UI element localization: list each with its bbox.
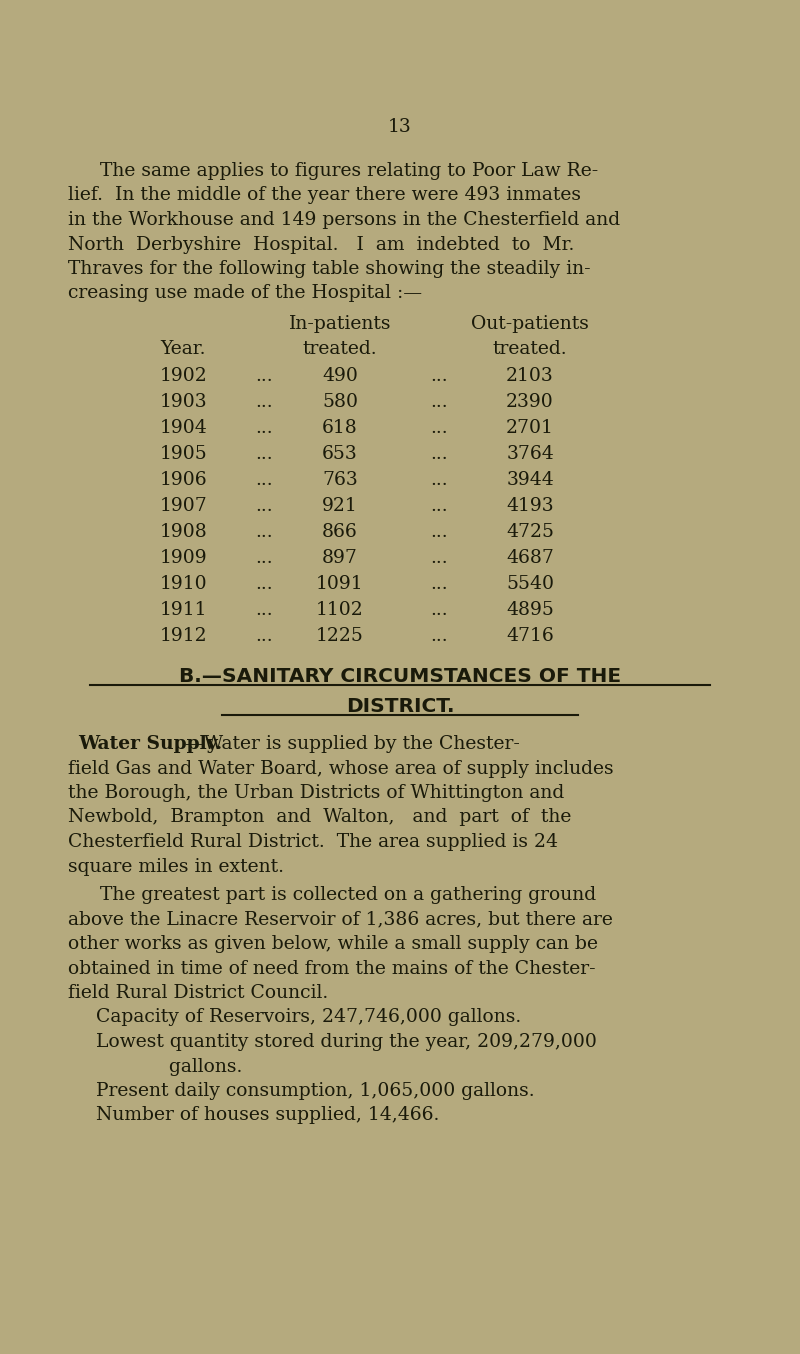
Text: 1102: 1102: [316, 601, 364, 619]
Text: 1902: 1902: [160, 367, 208, 385]
Text: treated.: treated.: [302, 340, 378, 357]
Text: 1905: 1905: [160, 445, 208, 463]
Text: 1907: 1907: [160, 497, 208, 515]
Text: ...: ...: [255, 418, 273, 437]
Text: obtained in time of need from the mains of the Chester-: obtained in time of need from the mains …: [68, 960, 596, 978]
Text: Present daily consumption, 1,065,000 gallons.: Present daily consumption, 1,065,000 gal…: [96, 1082, 534, 1099]
Text: 618: 618: [322, 418, 358, 437]
Text: lief.  In the middle of the year there were 493 inmates: lief. In the middle of the year there we…: [68, 187, 581, 204]
Text: 4687: 4687: [506, 548, 554, 567]
Text: Thraves for the following table showing the steadily in-: Thraves for the following table showing …: [68, 260, 590, 278]
Text: ...: ...: [255, 393, 273, 412]
Text: The same applies to figures relating to Poor Law Re-: The same applies to figures relating to …: [100, 162, 598, 180]
Text: 490: 490: [322, 367, 358, 385]
Text: ...: ...: [430, 575, 448, 593]
Text: Out-patients: Out-patients: [471, 315, 589, 333]
Text: ...: ...: [430, 393, 448, 412]
Text: 763: 763: [322, 471, 358, 489]
Text: the Borough, the Urban Districts of Whittington and: the Borough, the Urban Districts of Whit…: [68, 784, 564, 802]
Text: 13: 13: [388, 118, 412, 135]
Text: ...: ...: [255, 367, 273, 385]
Text: in the Workhouse and 149 persons in the Chesterfield and: in the Workhouse and 149 persons in the …: [68, 211, 620, 229]
Text: ...: ...: [255, 497, 273, 515]
Text: ...: ...: [430, 548, 448, 567]
Text: Water Supply.: Water Supply.: [78, 735, 222, 753]
Text: —Water is supplied by the Chester-: —Water is supplied by the Chester-: [185, 735, 520, 753]
Text: 1903: 1903: [160, 393, 208, 412]
Text: ...: ...: [430, 471, 448, 489]
Text: 653: 653: [322, 445, 358, 463]
Text: ...: ...: [430, 418, 448, 437]
Text: North  Derbyshire  Hospital.   I  am  indebted  to  Mr.: North Derbyshire Hospital. I am indebted…: [68, 236, 574, 253]
Text: ...: ...: [430, 601, 448, 619]
Text: DISTRICT.: DISTRICT.: [346, 697, 454, 716]
Text: field Gas and Water Board, whose area of supply includes: field Gas and Water Board, whose area of…: [68, 760, 614, 777]
Text: 921: 921: [322, 497, 358, 515]
Text: field Rural District Council.: field Rural District Council.: [68, 984, 328, 1002]
Text: 897: 897: [322, 548, 358, 567]
Text: ...: ...: [255, 445, 273, 463]
Text: Newbold,  Brampton  and  Walton,   and  part  of  the: Newbold, Brampton and Walton, and part o…: [68, 808, 571, 826]
Text: ...: ...: [255, 601, 273, 619]
Text: 3944: 3944: [506, 471, 554, 489]
Text: ...: ...: [430, 627, 448, 645]
Text: ...: ...: [430, 523, 448, 542]
Text: 1908: 1908: [160, 523, 208, 542]
Text: Year.: Year.: [160, 340, 206, 357]
Text: ...: ...: [430, 367, 448, 385]
Text: ...: ...: [255, 471, 273, 489]
Text: The greatest part is collected on a gathering ground: The greatest part is collected on a gath…: [100, 886, 596, 904]
Text: 1909: 1909: [160, 548, 208, 567]
Text: square miles in extent.: square miles in extent.: [68, 857, 284, 876]
Text: 2701: 2701: [506, 418, 554, 437]
Text: 1912: 1912: [160, 627, 208, 645]
Text: other works as given below, while a small supply can be: other works as given below, while a smal…: [68, 936, 598, 953]
Text: Chesterfield Rural District.  The area supplied is 24: Chesterfield Rural District. The area su…: [68, 833, 558, 852]
Text: Capacity of Reservoirs, 247,746,000 gallons.: Capacity of Reservoirs, 247,746,000 gall…: [96, 1009, 522, 1026]
Text: ...: ...: [430, 497, 448, 515]
Text: Lowest quantity stored during the year, 209,279,000: Lowest quantity stored during the year, …: [96, 1033, 597, 1051]
Text: Number of houses supplied, 14,466.: Number of houses supplied, 14,466.: [96, 1106, 439, 1125]
Text: 2390: 2390: [506, 393, 554, 412]
Text: 4725: 4725: [506, 523, 554, 542]
Text: ...: ...: [255, 523, 273, 542]
Text: ...: ...: [255, 548, 273, 567]
Text: 5540: 5540: [506, 575, 554, 593]
Text: creasing use made of the Hospital :—: creasing use made of the Hospital :—: [68, 284, 422, 302]
Text: 1091: 1091: [316, 575, 364, 593]
Text: 580: 580: [322, 393, 358, 412]
Text: 1906: 1906: [160, 471, 208, 489]
Text: 1904: 1904: [160, 418, 208, 437]
Text: 1225: 1225: [316, 627, 364, 645]
Text: above the Linacre Reservoir of 1,386 acres, but there are: above the Linacre Reservoir of 1,386 acr…: [68, 910, 613, 929]
Text: treated.: treated.: [493, 340, 567, 357]
Text: 4895: 4895: [506, 601, 554, 619]
Text: In-patients: In-patients: [289, 315, 391, 333]
Text: B.—SANITARY CIRCUMSTANCES OF THE: B.—SANITARY CIRCUMSTANCES OF THE: [179, 668, 621, 686]
Text: 866: 866: [322, 523, 358, 542]
Text: ...: ...: [430, 445, 448, 463]
Text: 4716: 4716: [506, 627, 554, 645]
Text: ...: ...: [255, 627, 273, 645]
Text: 2103: 2103: [506, 367, 554, 385]
Text: ...: ...: [255, 575, 273, 593]
Text: gallons.: gallons.: [133, 1057, 242, 1075]
Text: 1910: 1910: [160, 575, 208, 593]
Text: 1911: 1911: [160, 601, 207, 619]
Text: 4193: 4193: [506, 497, 554, 515]
Text: 3764: 3764: [506, 445, 554, 463]
